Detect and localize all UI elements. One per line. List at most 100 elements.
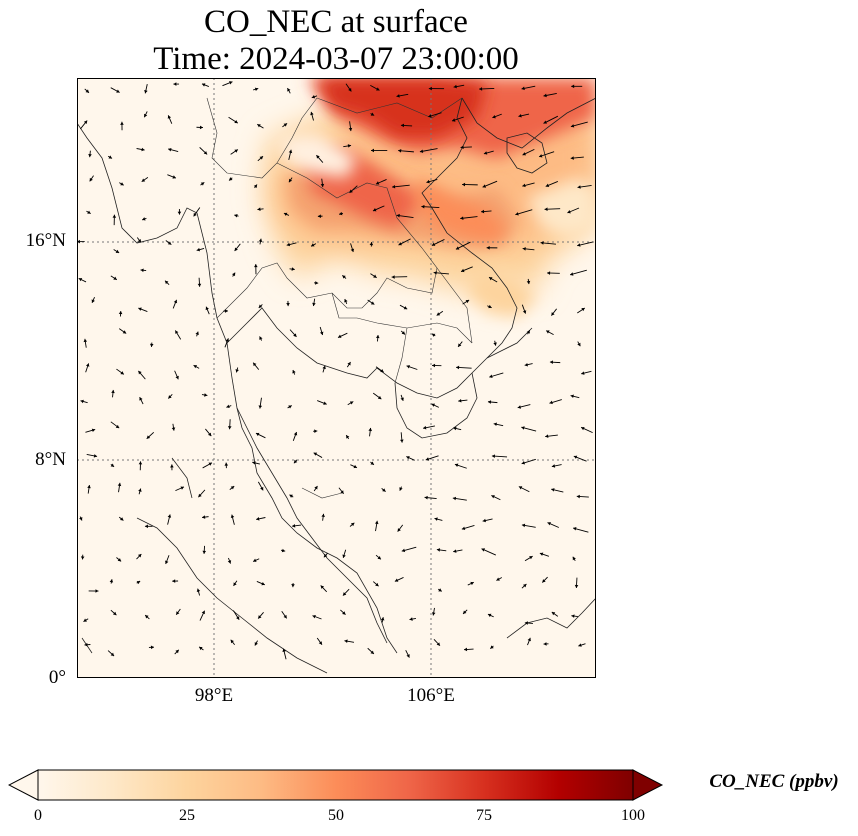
wind-arrow bbox=[201, 393, 208, 397]
wind-arrow bbox=[252, 558, 260, 562]
wind-arrow bbox=[172, 579, 179, 583]
wind-arrow bbox=[80, 399, 88, 404]
wind-arrow bbox=[551, 464, 562, 468]
wind-arrow bbox=[375, 334, 380, 342]
wind-arrow bbox=[550, 308, 557, 316]
wind-arrow bbox=[524, 362, 533, 367]
wind-vectors bbox=[77, 81, 594, 660]
coastlines bbox=[77, 97, 596, 674]
wind-arrow bbox=[370, 273, 377, 279]
wind-arrow bbox=[398, 149, 414, 153]
wind-arrow bbox=[433, 638, 441, 647]
wind-arrow bbox=[148, 645, 155, 650]
wind-arrow bbox=[338, 211, 344, 216]
wind-arrow bbox=[111, 389, 115, 398]
wind-arrow bbox=[487, 304, 492, 309]
wind-arrow bbox=[524, 555, 533, 562]
wind-arrow bbox=[421, 204, 440, 209]
wind-arrow bbox=[257, 155, 264, 162]
wind-arrow bbox=[172, 299, 178, 309]
wind-arrow bbox=[460, 145, 472, 150]
wind-arrow bbox=[316, 154, 324, 163]
wind-arrow bbox=[175, 608, 181, 615]
wind-arrow bbox=[323, 552, 328, 558]
wind-arrow bbox=[396, 213, 414, 218]
wind-arrow bbox=[255, 432, 266, 439]
wind-arrow bbox=[425, 455, 439, 461]
wind-arrow bbox=[84, 642, 91, 647]
country-borders bbox=[206, 97, 473, 499]
wind-arrow bbox=[401, 546, 417, 553]
wind-arrow bbox=[292, 524, 302, 528]
wind-arrow bbox=[456, 365, 472, 370]
wind-arrow bbox=[83, 338, 88, 348]
wind-arrow bbox=[426, 179, 438, 184]
wind-arrow bbox=[199, 147, 208, 155]
wind-arrow bbox=[116, 368, 125, 375]
wind-arrow bbox=[574, 577, 579, 588]
wind-arrow bbox=[570, 156, 584, 160]
wind-arrow bbox=[398, 238, 411, 246]
wind-arrow bbox=[252, 461, 260, 465]
wind-arrow bbox=[479, 87, 495, 91]
wind-arrow bbox=[397, 524, 404, 532]
wind-arrow bbox=[452, 496, 467, 501]
colorbar-label: CO_NEC (ppbv) bbox=[709, 771, 839, 792]
wind-arrow bbox=[319, 326, 324, 336]
wind-arrow bbox=[146, 431, 155, 440]
wind-arrow bbox=[545, 330, 554, 336]
wind-arrow bbox=[85, 363, 90, 373]
wind-arrow bbox=[453, 426, 462, 431]
wind-arrow bbox=[235, 367, 239, 373]
wind-arrow bbox=[399, 486, 403, 491]
wind-arrow bbox=[375, 178, 387, 185]
wind-arrow bbox=[570, 121, 588, 128]
wind-arrow bbox=[538, 151, 555, 158]
wind-arrow bbox=[462, 182, 478, 187]
wind-arrow bbox=[234, 243, 241, 252]
wind-arrow bbox=[202, 545, 207, 554]
wind-arrow bbox=[482, 180, 498, 188]
wind-arrow bbox=[77, 239, 85, 244]
wind-arrow bbox=[286, 300, 290, 307]
wind-arrow bbox=[551, 488, 564, 493]
wind-arrow bbox=[141, 176, 149, 183]
wind-arrow bbox=[490, 645, 494, 650]
wind-arrow bbox=[521, 583, 527, 589]
map-title: CO_NEC at surface bbox=[204, 4, 468, 40]
wind-arrow bbox=[342, 275, 347, 279]
wind-arrow bbox=[547, 522, 559, 528]
wind-arrow bbox=[372, 581, 379, 587]
wind-arrow bbox=[571, 614, 578, 618]
wind-arrow bbox=[349, 522, 355, 527]
wind-arrow bbox=[517, 404, 531, 409]
wind-arrow bbox=[195, 331, 199, 337]
wind-arrow bbox=[570, 394, 580, 399]
wind-arrow bbox=[369, 242, 374, 247]
wind-arrow bbox=[396, 93, 409, 98]
wind-arrow bbox=[259, 336, 263, 341]
wind-arrow bbox=[167, 394, 173, 399]
wind-arrow bbox=[223, 309, 229, 313]
wind-arrow bbox=[571, 84, 583, 89]
wind-arrow bbox=[117, 482, 122, 493]
wind-arrow bbox=[573, 455, 587, 462]
wind-arrow bbox=[521, 458, 536, 465]
wind-arrow bbox=[453, 549, 463, 553]
wind-arrow bbox=[462, 609, 468, 615]
wind-arrow bbox=[431, 607, 436, 616]
wind-arrow bbox=[164, 280, 170, 286]
wind-arrow bbox=[572, 556, 576, 562]
wind-arrow bbox=[433, 271, 449, 275]
wind-arrow bbox=[282, 648, 287, 660]
wind-arrow bbox=[168, 147, 179, 152]
wind-arrow bbox=[88, 150, 92, 158]
wind-arrow bbox=[174, 649, 180, 655]
wind-arrow bbox=[455, 241, 471, 250]
wind-arrow bbox=[580, 426, 593, 434]
wind-arrow bbox=[338, 487, 344, 495]
wind-arrow bbox=[80, 554, 85, 560]
wind-arrow bbox=[84, 88, 90, 94]
wind-arrow bbox=[201, 515, 209, 519]
lat-label-16n: 16°N bbox=[25, 230, 66, 251]
